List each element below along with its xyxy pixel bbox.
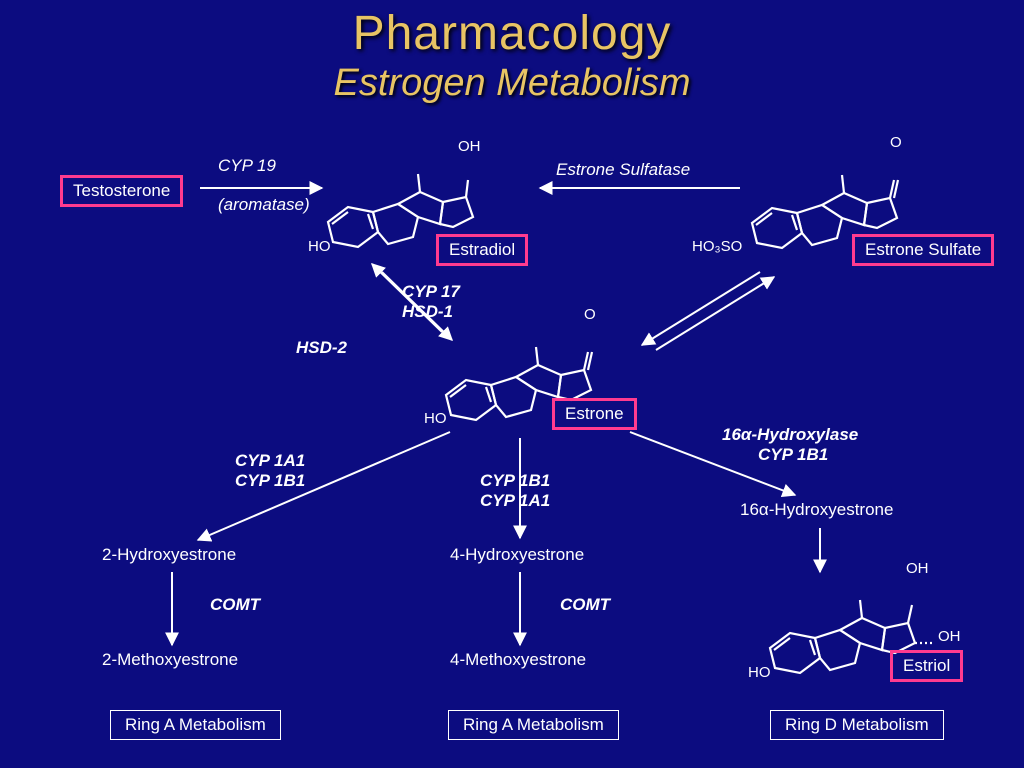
estrone-ho: HO — [424, 410, 447, 427]
enzyme-cyp1b1-a: CYP 1B1 — [235, 471, 305, 491]
product-4-methoxyestrone: 4-Methoxyestrone — [450, 650, 586, 670]
enzyme-cyp1a1: CYP 1A1 — [235, 451, 305, 471]
product-2-methoxyestrone: 2-Methoxyestrone — [102, 650, 238, 670]
enzyme-cyp19: CYP 19 — [218, 156, 276, 176]
enzyme-hsd2: HSD-2 — [296, 338, 347, 358]
estradiol-oh: OH — [458, 138, 481, 155]
enzyme-cyp17: CYP 17 — [402, 282, 460, 302]
enzyme-16a-hydroxylase: 16α-Hydroxylase — [722, 425, 858, 445]
enzyme-cyp1a1-b: CYP 1A1 — [480, 491, 550, 511]
enzyme-estrone-sulfatase: Estrone Sulfatase — [556, 160, 690, 180]
enzyme-cyp1b1-b: CYP 1B1 — [480, 471, 550, 491]
enzyme-cyp1b1-c: CYP 1B1 — [758, 445, 828, 465]
page-title: Pharmacology — [0, 6, 1024, 61]
page-subtitle: Estrogen Metabolism — [0, 62, 1024, 105]
product-4-hydroxyestrone: 4-Hydroxyestrone — [450, 545, 584, 565]
estrone-o: O — [584, 306, 596, 323]
product-2-hydroxyestrone: 2-Hydroxyestrone — [102, 545, 236, 565]
footer-ring-a-2: Ring A Metabolism — [448, 710, 619, 740]
estrone-sulfate-o: O — [890, 134, 902, 151]
estrone-sulfate-ho3so: HO₃SO — [692, 238, 742, 255]
estrone-sulfate-box: Estrone Sulfate — [852, 234, 994, 266]
enzyme-hsd1: HSD-1 — [402, 302, 453, 322]
testosterone-box: Testosterone — [60, 175, 183, 207]
estrone-box: Estrone — [552, 398, 637, 430]
enzyme-comt-2: COMT — [560, 595, 610, 615]
footer-ring-a-1: Ring A Metabolism — [110, 710, 281, 740]
enzyme-aromatase: (aromatase) — [218, 195, 310, 215]
estradiol-ho: HO — [308, 238, 331, 255]
estriol-ho: HO — [748, 664, 771, 681]
enzyme-comt-1: COMT — [210, 595, 260, 615]
footer-ring-d: Ring D Metabolism — [770, 710, 944, 740]
estriol-oh-side: OH — [938, 628, 961, 645]
estriol-box: Estriol — [890, 650, 963, 682]
estriol-oh-top: OH — [906, 560, 929, 577]
estradiol-box: Estradiol — [436, 234, 528, 266]
product-16a-hydroxyestrone: 16α-Hydroxyestrone — [740, 500, 893, 520]
